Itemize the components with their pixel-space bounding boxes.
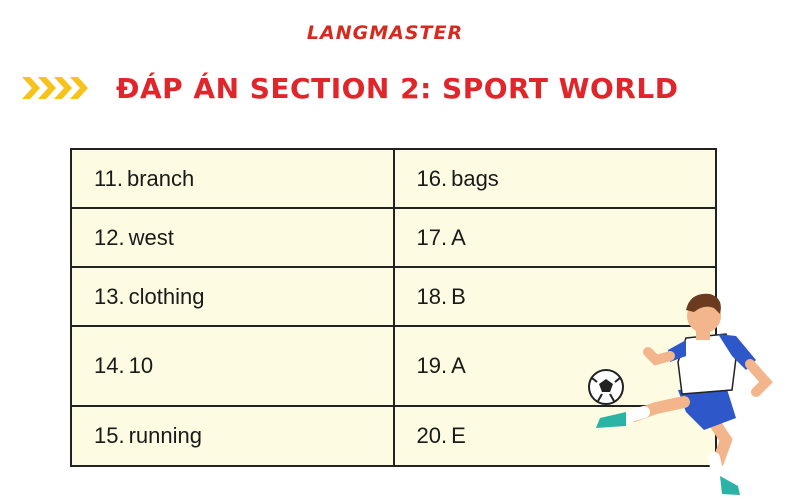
answer-cell-13: 13. clothing (70, 266, 395, 327)
table-row: 15. running 20. E (70, 405, 717, 467)
answer-cell-14: 14. 10 (70, 325, 395, 407)
answer-cell-19: 19. A (392, 325, 717, 407)
answer-cell-16: 16. bags (392, 148, 717, 209)
answer-cell-15: 15. running (70, 405, 395, 467)
table-row: 13. clothing 18. B (70, 266, 717, 327)
chevron-right-icon (22, 75, 94, 101)
page-title: ĐÁP ÁN SECTION 2: SPORT WORLD (116, 71, 679, 105)
soccer-player-icon (586, 290, 796, 500)
table-row: 14. 10 19. A (70, 325, 717, 407)
answer-cell-18: 18. B (392, 266, 717, 327)
answer-cell-12: 12. west (70, 207, 395, 268)
answer-cell-20: 20. E (392, 405, 717, 467)
table-row: 12. west 17. A (70, 207, 717, 268)
table-row: 11. branch 16. bags (70, 148, 717, 209)
brand-logo: LANGMASTER (306, 22, 464, 44)
section-header: ĐÁP ÁN SECTION 2: SPORT WORLD (22, 66, 679, 110)
answer-cell-17: 17. A (392, 207, 717, 268)
soccer-ball-icon (588, 369, 624, 405)
answer-cell-11: 11. branch (70, 148, 395, 209)
answers-table: 11. branch 16. bags 12. west 17. A 13. clothi… (70, 148, 717, 467)
